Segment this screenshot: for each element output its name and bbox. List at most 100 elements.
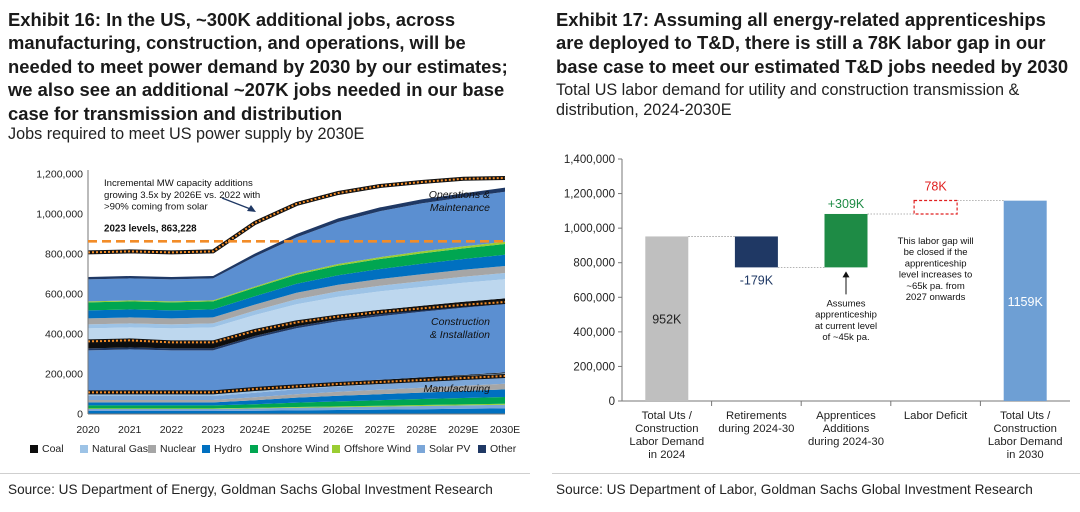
legend-swatch [332, 445, 340, 453]
wf-category-label: Total Uts / Construction Labor Demand in 20… [629, 410, 704, 461]
area-layer-solar-pv-1 [88, 404, 505, 411]
annotation-arrow-shaft [221, 197, 254, 211]
legend-item-nuclear: Nuclear [148, 443, 196, 455]
wf-bar-labor-deficit [913, 199, 958, 215]
label-manufacturing: Manufacturing [423, 383, 490, 395]
legend-item-solar-pv: Solar PV [417, 443, 470, 455]
boundary-dotted-line-1 [87, 301, 506, 344]
area-layer-solar-pv-18 [88, 191, 505, 302]
wf-category-label: Labor Deficit [904, 410, 968, 422]
wf-category-label: Retirements during 2024-30 [718, 410, 794, 435]
exhibit-16-subtitle: Jobs required to meet US power supply by… [8, 125, 365, 143]
y-tick-label: 1,000,000 [36, 209, 83, 221]
label-operations-maintenance: Operations & Maintenance [429, 189, 490, 214]
jobs-stacked-area-chart: 0 200,000 400,000 600,000 800,000 1,000,000 1,… [36, 169, 520, 437]
y-tick-label: 0 [77, 409, 83, 421]
legend-item-offshore-wind: Offshore Wind [332, 443, 411, 455]
area-layer-natural-gas-13 [88, 273, 505, 329]
area-layer-solar-pv-12 [88, 279, 505, 343]
wf-bar-0 [645, 236, 689, 401]
wf-category-label: Apprentices Additions during 2024-30 [808, 410, 884, 448]
x-tick-label: 2029E [448, 424, 478, 436]
y-tick-label: 1,200,000 [36, 169, 83, 181]
legend-label: Hydro [214, 443, 243, 455]
legend-item-onshore-wind: Onshore Wind [250, 443, 329, 455]
wf-y-tick-label: 400,000 [573, 327, 615, 339]
legend-item-hydro: Hydro [202, 443, 242, 455]
label-construction-installation: Construction & Installation [430, 316, 490, 341]
wf-annotation-apprenticeship: Assumes apprenticeship at current level of … [815, 298, 877, 343]
reference-line-label: 2023 levels, 863,228 [104, 223, 197, 234]
area-layer-onshore-wind-16 [88, 244, 505, 311]
area-layer-other-19 [88, 187, 505, 280]
exhibit-17-panel: Exhibit 17: Assuming all energy-related … [552, 0, 1080, 512]
legend-item-other: Other [478, 443, 516, 455]
exhibit-16-source: Source: US Department of Energy, Goldman… [8, 482, 493, 497]
exhibit-17-title: Exhibit 17: Assuming all energy-related … [556, 9, 1069, 77]
wf-y-tick-label: 1,000,000 [564, 223, 615, 235]
annotation-arrow-head [247, 205, 256, 212]
y-tick-label: 400,000 [45, 329, 83, 341]
wf-data-label-apprentices: +309K [828, 197, 865, 211]
x-tick-label: 2022 [160, 424, 184, 436]
area-layer-nuclear-14 [88, 266, 505, 325]
x-tick-label: 2028E [406, 424, 436, 436]
area-layer-solar-pv-6 [88, 377, 505, 400]
area-layer-solar-pv-9 [88, 304, 505, 393]
wf-annotation-labor-gap: This labor gap will be closed if the appre… [898, 236, 974, 303]
x-tick-label: 2024E [240, 424, 270, 436]
exhibit-17-divider [552, 473, 1080, 474]
y-tick-label: 800,000 [45, 249, 83, 261]
wf-data-label-952k: 952K [652, 313, 682, 327]
legend-label: Other [490, 443, 517, 455]
legend-swatch [417, 445, 425, 453]
area-layer-onshore-wind-3 [88, 397, 505, 409]
td-labor-waterfall-chart: 0 200,000 400,000 600,000 800,000 1,000,000 1,… [564, 154, 1070, 461]
wf-bar-2 [824, 213, 868, 268]
area-chart-legend: Coal Natural Gas Nuclear Hydro Onshore Wind O… [30, 443, 530, 459]
exhibit-16-panel: Exhibit 16: In the US, ~300K additional … [0, 0, 530, 512]
wf-annotation-arrow-head [842, 271, 850, 278]
area-layer-offshore-wind-17 [88, 241, 505, 303]
wf-bar-4 [1003, 200, 1047, 401]
legend-item-natural-gas: Natural Gas [80, 443, 148, 455]
wf-y-tick-label: 800,000 [573, 258, 615, 270]
area-layer-nuclear-5 [88, 383, 505, 403]
legend-swatch [148, 445, 156, 453]
wf-y-tick-label: 200,000 [573, 361, 615, 373]
exhibit-17-subtitle: Total US labor demand for utility and co… [556, 81, 1020, 119]
legend-label: Nuclear [160, 443, 197, 455]
x-tick-label: 2021 [118, 424, 142, 436]
legend-swatch [202, 445, 210, 453]
x-tick-label: 2023 [201, 424, 225, 436]
area-layer-offshore-wind-2 [88, 403, 505, 409]
legend-label: Solar PV [429, 443, 471, 455]
x-tick-label: 2026E [323, 424, 353, 436]
wf-category-label: Total Uts / Construction Labor Demand in 20… [988, 410, 1063, 461]
legend-swatch [478, 445, 486, 453]
wf-bar-1 [734, 236, 778, 268]
legend-item-coal: Coal [30, 443, 64, 455]
area-layer-hydro-0 [88, 408, 505, 414]
exhibit-16-divider [0, 473, 530, 474]
wf-data-label-1159k: 1159K [1008, 295, 1044, 309]
legend-label: Coal [42, 443, 64, 455]
legend-swatch [30, 445, 38, 453]
wf-y-tick-label: 600,000 [573, 292, 615, 304]
wf-y-tick-label: 0 [609, 396, 615, 408]
legend-label: Natural Gas [92, 443, 149, 455]
x-tick-label: 2020 [76, 424, 100, 436]
annotation-solar-text: Incremental MW capacity additions growing… [104, 178, 260, 213]
exhibit-16-title: Exhibit 16: In the US, ~300K additional … [8, 9, 508, 124]
wf-data-label-deficit: 78K [924, 179, 947, 193]
x-tick-label: 2025E [281, 424, 311, 436]
area-layer-hydro-15 [88, 254, 505, 319]
y-tick-label: 200,000 [45, 369, 83, 381]
legend-label: Offshore Wind [344, 443, 411, 455]
legend-swatch [80, 445, 88, 453]
boundary-dotted-line-2 [87, 177, 506, 254]
wf-data-label-retirements: -179K [740, 273, 774, 287]
x-tick-label: 2030E [490, 424, 520, 436]
wf-y-tick-label: 1,200,000 [564, 189, 615, 201]
legend-swatch [250, 445, 258, 453]
